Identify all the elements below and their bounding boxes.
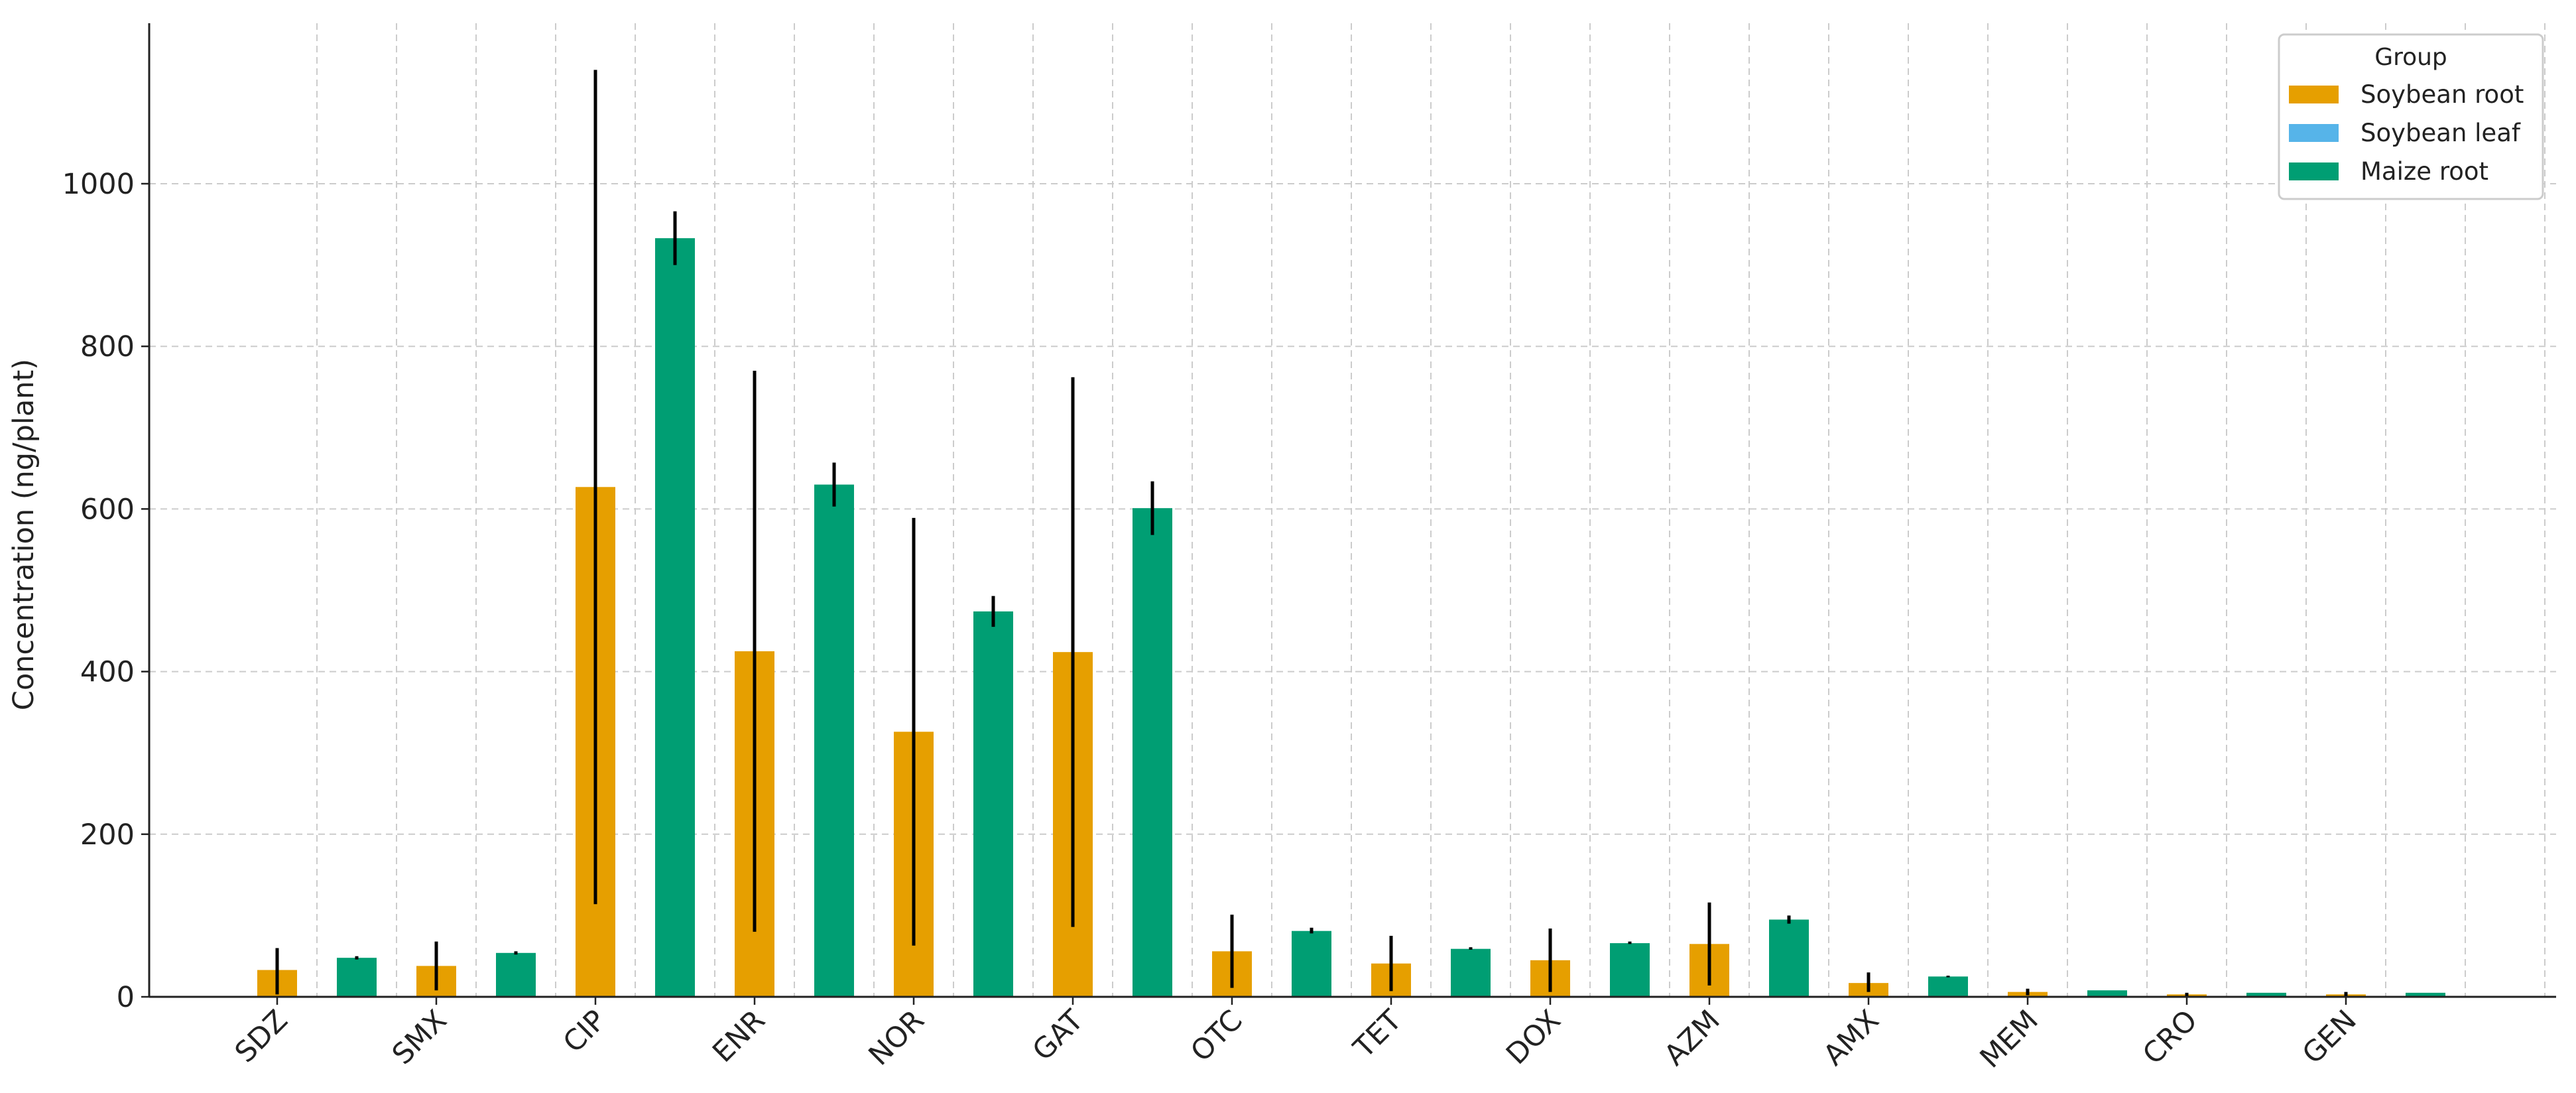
y-tick-label: 800 bbox=[80, 330, 135, 363]
x-tick-label-cro: CRO bbox=[2136, 1003, 2204, 1071]
legend: Group Soybean root Soybean leaf Maize root bbox=[2278, 33, 2544, 200]
legend-swatch-soybean-root bbox=[2289, 86, 2339, 103]
legend-entries: Soybean root Soybean leaf Maize root bbox=[2289, 80, 2524, 186]
bar-gen-maize-root bbox=[2406, 992, 2445, 997]
legend-label: Soybean root bbox=[2361, 80, 2524, 109]
legend-label: Maize root bbox=[2361, 157, 2488, 186]
bar-azm-maize-root bbox=[1769, 919, 1809, 997]
bar-smx-maize-root bbox=[496, 952, 536, 997]
legend-swatch-maize-root bbox=[2289, 162, 2339, 180]
bar-sdz-maize-root bbox=[337, 958, 377, 997]
x-tick-label-sdz: SDZ bbox=[229, 1003, 294, 1069]
x-tick-label-cip: CIP bbox=[557, 1003, 613, 1059]
x-tick-label-mem: MEM bbox=[1974, 1003, 2045, 1074]
y-axis-label: Concentration (ng/plant) bbox=[7, 359, 40, 710]
legend-swatch-soybean-leaf bbox=[2289, 124, 2339, 142]
bar-cip-maize-root bbox=[655, 238, 695, 997]
y-tick-label: 400 bbox=[80, 656, 135, 689]
bar-tet-maize-root bbox=[1451, 948, 1491, 997]
x-tick-label-enr: ENR bbox=[706, 1003, 771, 1068]
x-tick-label-otc: OTC bbox=[1184, 1003, 1249, 1068]
ticks-layer: 0 200 400 600 800 1000 SDZ SMX CIP ENR NOR GAT OTC TE… bbox=[62, 168, 2363, 1074]
legend-frame bbox=[2278, 33, 2544, 200]
bar-enr-maize-root bbox=[814, 484, 854, 997]
error-bars-layer bbox=[275, 70, 2348, 996]
legend-title: Group bbox=[2374, 44, 2447, 71]
bar-gat-maize-root bbox=[1133, 508, 1172, 997]
y-tick-label: 600 bbox=[80, 493, 135, 526]
y-tick-label: 200 bbox=[80, 818, 135, 852]
x-tick-label-dox: DOX bbox=[1500, 1003, 1567, 1071]
legend-label: Soybean leaf bbox=[2361, 119, 2521, 147]
x-tick-label-amx: AMX bbox=[1817, 1003, 1886, 1072]
y-tick-label: 0 bbox=[117, 981, 135, 1014]
grid-layer bbox=[149, 23, 2556, 997]
y-tick-label: 1000 bbox=[62, 168, 135, 201]
bar-amx-maize-root bbox=[1928, 976, 1968, 997]
bar-mem-maize-root bbox=[2087, 990, 2127, 997]
x-tick-label-gen: GEN bbox=[2296, 1003, 2363, 1070]
bar-nor-maize-root bbox=[973, 611, 1013, 997]
bar-otc-maize-root bbox=[1292, 931, 1331, 997]
x-tick-label-nor: NOR bbox=[863, 1003, 931, 1072]
x-tick-label-smx: SMX bbox=[386, 1003, 454, 1071]
bar-dox-maize-root bbox=[1610, 943, 1650, 997]
x-tick-label-gat: GAT bbox=[1026, 1003, 1090, 1067]
axes-layer bbox=[148, 23, 2556, 998]
x-tick-label-tet: TET bbox=[1347, 1003, 1408, 1065]
bar-cro-maize-root bbox=[2246, 992, 2286, 997]
x-tick-label-azm: AZM bbox=[1658, 1003, 1727, 1072]
